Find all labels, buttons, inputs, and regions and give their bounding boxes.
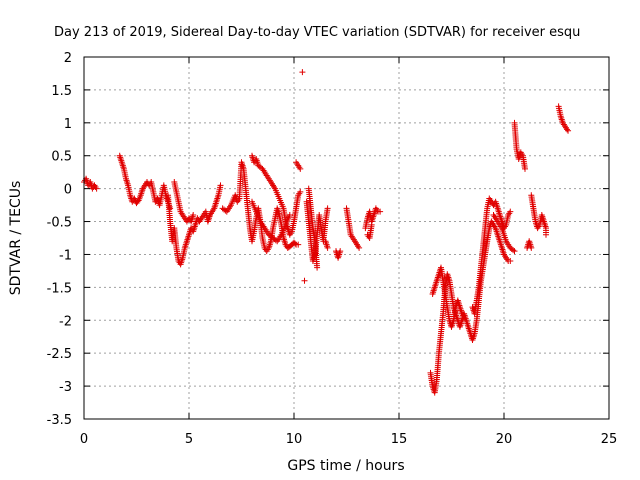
y-tick-label: -1 — [59, 248, 72, 263]
data-point — [507, 208, 514, 215]
y-tick-label: 1.5 — [51, 84, 72, 99]
data-point — [299, 69, 306, 76]
data-point — [543, 231, 549, 238]
x-tick-label: 15 — [391, 432, 408, 447]
tick-labels: 0 5 10 15 20 25 -3.5 -3 -2.5 -2 -1.5 -1 -0.5 0 0.5 1 1.5… — [47, 51, 618, 447]
data-point — [461, 313, 468, 320]
y-tick-label: -2.5 — [47, 347, 72, 362]
x-axis-label: GPS time / hours — [287, 458, 404, 474]
data-point — [324, 244, 331, 251]
tick-marks — [83, 56, 610, 420]
y-tick-label: 0.5 — [51, 150, 72, 165]
data-point — [167, 205, 174, 212]
x-tick-label: 0 — [80, 432, 88, 447]
data-point — [522, 165, 528, 172]
x-tick-label: 25 — [601, 432, 618, 447]
data-point — [528, 244, 535, 251]
plot-frame — [83, 56, 610, 420]
y-tick-label: 2 — [64, 51, 72, 66]
data-point — [297, 188, 304, 195]
x-tick-label: 5 — [185, 432, 193, 447]
data-point — [324, 205, 331, 212]
data-point — [507, 258, 514, 265]
x-tick-label: 20 — [496, 432, 513, 447]
data-point — [356, 244, 363, 251]
data-point — [565, 127, 572, 134]
data-point — [337, 248, 344, 255]
data-point — [292, 240, 299, 247]
data-point — [297, 165, 304, 172]
y-tick-label: 1 — [64, 117, 72, 132]
y-tick-label: -1.5 — [47, 281, 72, 296]
data-point — [301, 277, 308, 284]
x-tick-label: 10 — [286, 432, 303, 447]
y-tick-label: -3 — [59, 380, 72, 395]
data-point — [93, 185, 100, 192]
data-point — [134, 198, 141, 205]
data-point — [564, 126, 570, 133]
y-tick-label: 0 — [64, 183, 72, 198]
y-tick-label: -3.5 — [47, 413, 72, 428]
data-point — [295, 241, 302, 248]
chart-title: Day 213 of 2019, Sidereal Day-to-day VTE… — [54, 25, 580, 40]
data-point — [314, 264, 321, 271]
data-point — [368, 221, 375, 228]
data-point — [286, 211, 293, 218]
y-tick-label: -2 — [59, 314, 72, 329]
y-tick-label: -0.5 — [47, 216, 72, 231]
data-point — [217, 182, 224, 189]
data-points — [81, 69, 572, 396]
data-point — [511, 248, 518, 255]
data-point — [377, 208, 384, 215]
y-axis-label: SDTVAR / TECUs — [8, 181, 24, 296]
data-point — [190, 211, 197, 218]
data-point — [510, 247, 517, 254]
